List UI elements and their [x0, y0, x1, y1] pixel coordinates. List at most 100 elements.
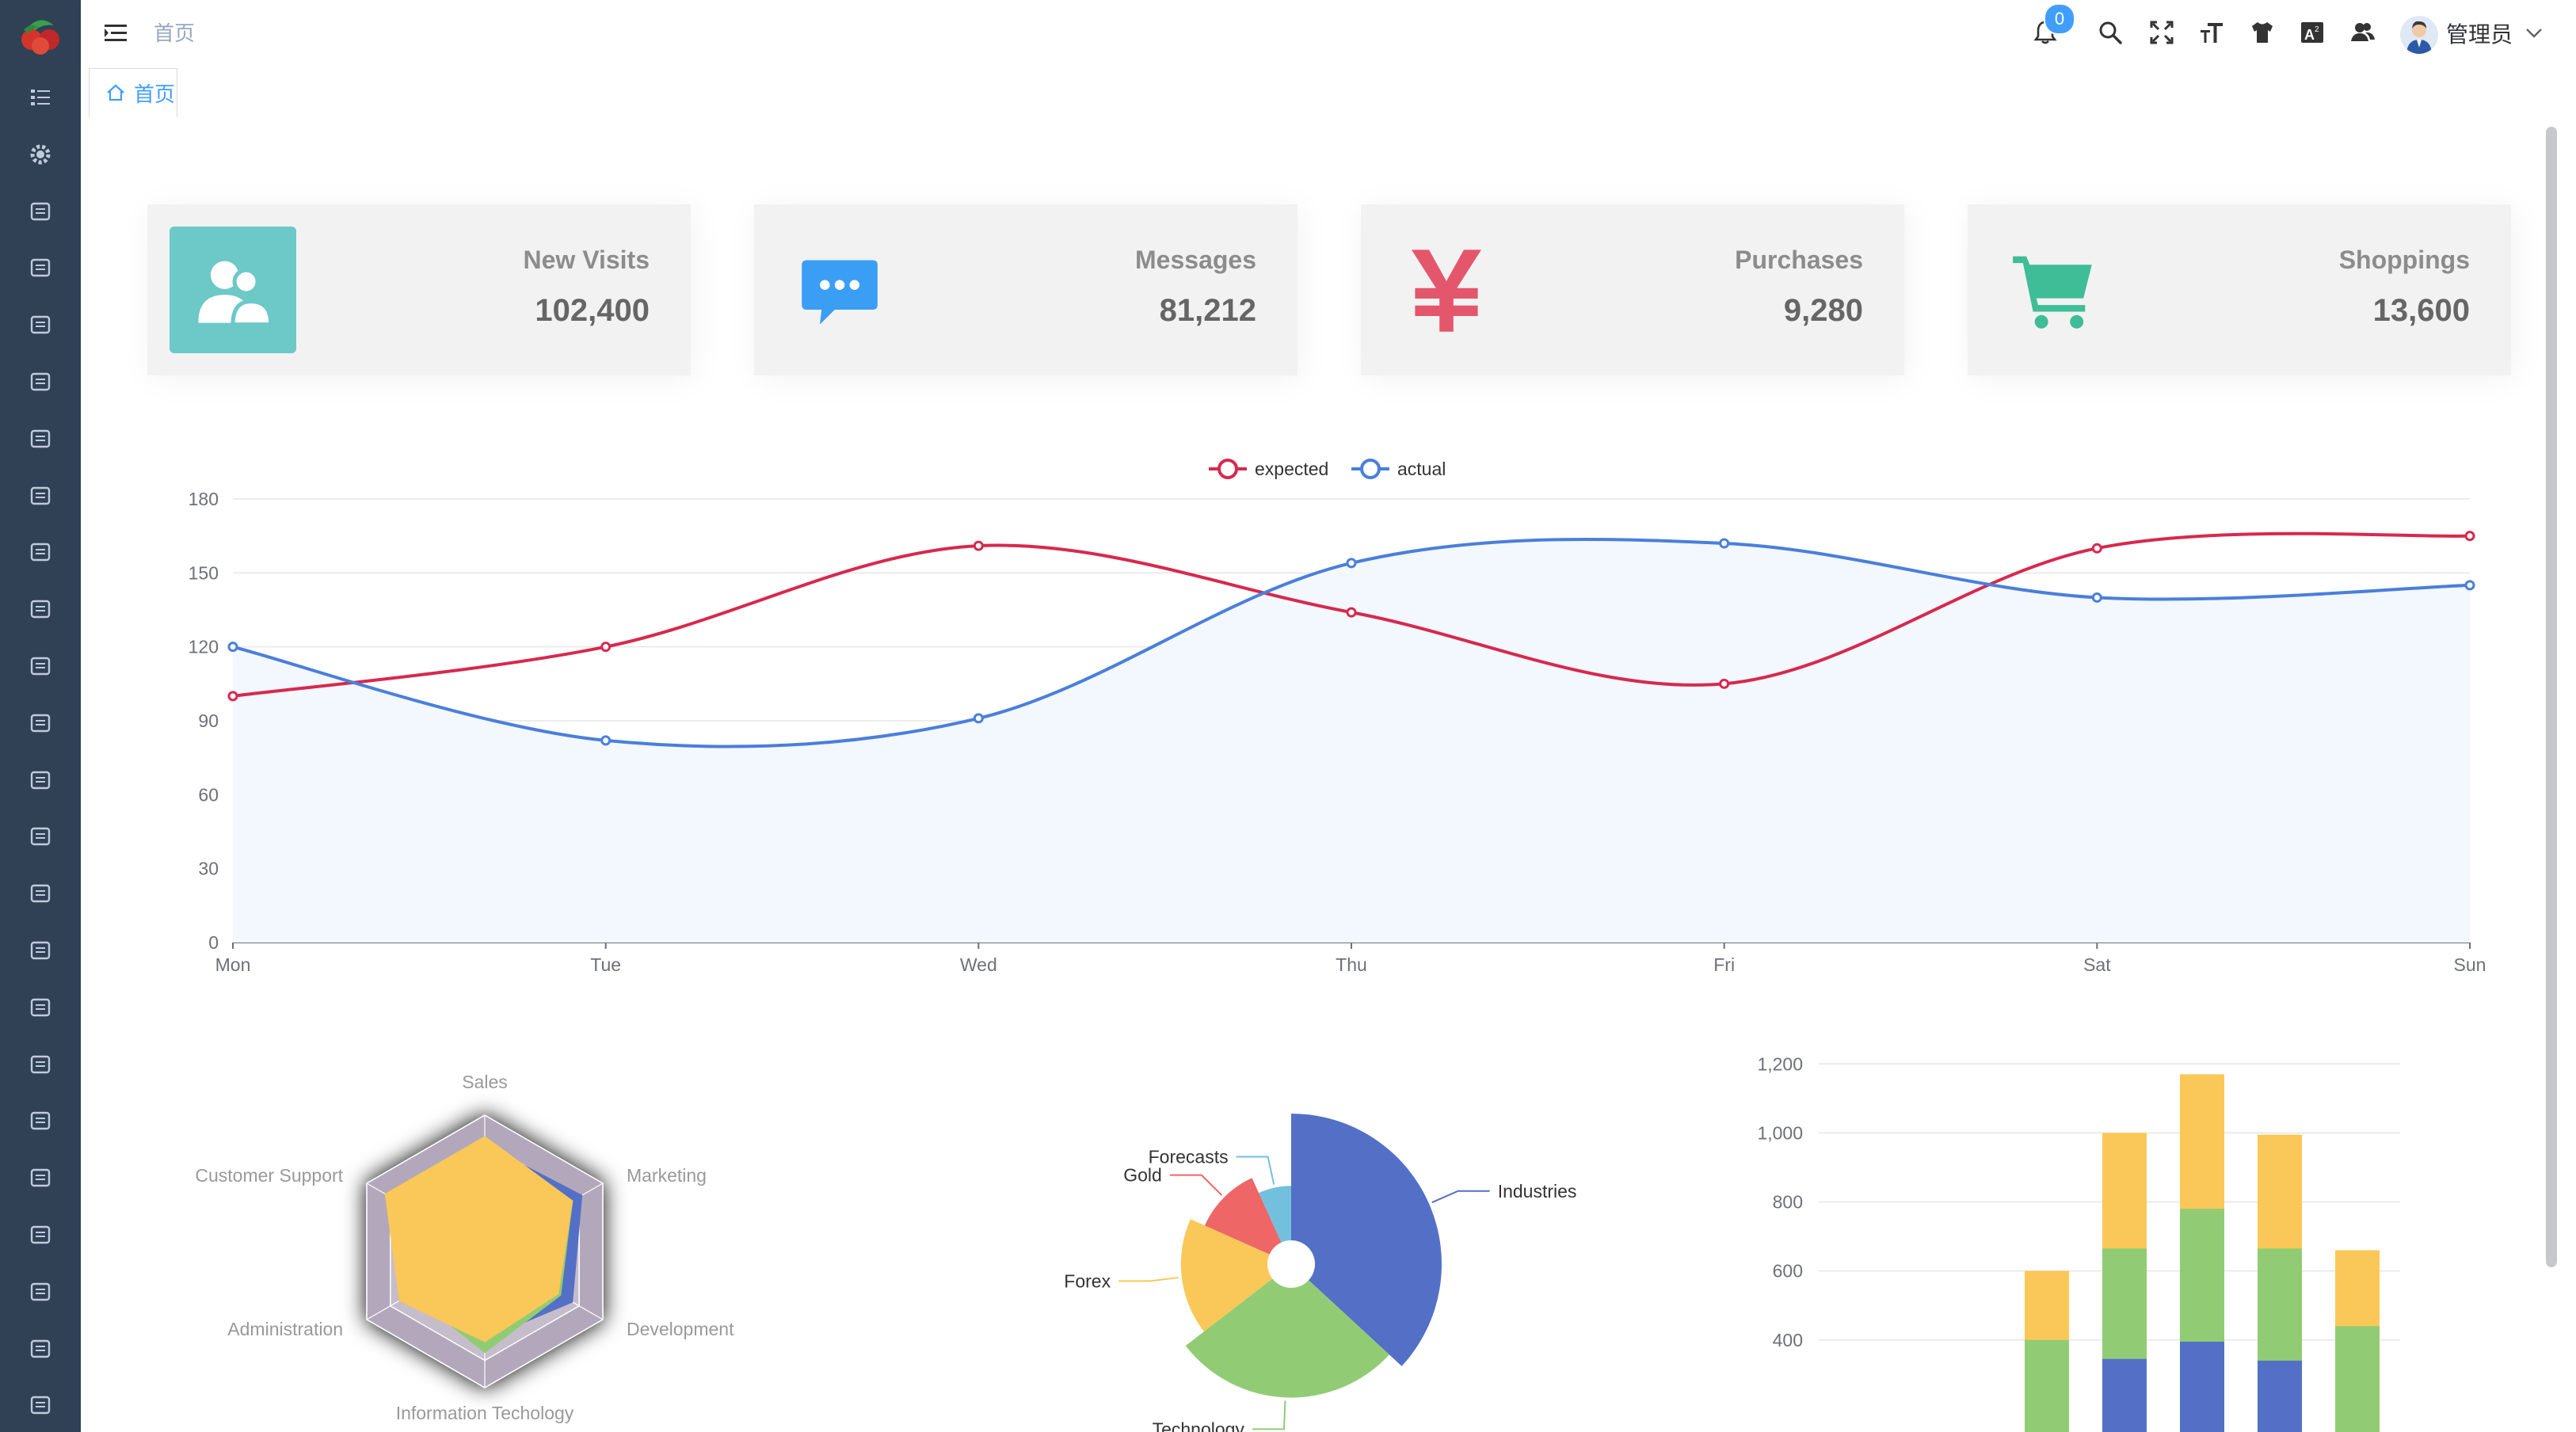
data-point	[2464, 531, 2475, 542]
breadcrumb[interactable]: 首页	[154, 21, 196, 45]
data-point	[227, 691, 238, 702]
document-list-icon[interactable]	[21, 646, 60, 686]
money-icon	[1383, 227, 1510, 353]
store-icon[interactable]	[21, 419, 60, 459]
tag-home[interactable]: 首页	[89, 68, 177, 117]
users-icon[interactable]	[2347, 17, 2379, 48]
stamp-icon[interactable]	[21, 988, 60, 1027]
puzzle-icon[interactable]	[21, 1272, 60, 1312]
logo[interactable]	[11, 11, 70, 59]
y-tick-label: 800	[1773, 1192, 1803, 1213]
legend-item-actual[interactable]: actual	[1351, 459, 1446, 479]
legend-item-expected[interactable]: expected	[1209, 459, 1328, 479]
truck-icon[interactable]	[21, 362, 60, 402]
people-icon	[170, 227, 296, 353]
data-point	[2091, 543, 2102, 554]
bar-chart-icon[interactable]	[21, 1158, 60, 1198]
gift-icon[interactable]	[21, 1101, 60, 1141]
panel-messages[interactable]: Messages 81,212	[754, 204, 1298, 375]
price-tag-icon[interactable]	[21, 1045, 60, 1084]
radar-indicator-label: Information Techology	[396, 1403, 574, 1423]
document-icon[interactable]	[21, 305, 60, 345]
handshake-icon[interactable]	[21, 760, 60, 800]
data-point	[600, 642, 612, 653]
panel-value: 9,280	[1783, 293, 1863, 328]
house-icon[interactable]	[21, 703, 60, 743]
link-icon[interactable]	[21, 1329, 60, 1369]
panel-value: 102,400	[535, 293, 650, 328]
data-point	[973, 540, 984, 551]
label-line	[1118, 1277, 1179, 1282]
y-tick-label: 0	[208, 932, 219, 953]
home-gear-icon[interactable]	[21, 589, 60, 629]
panel-shoppings[interactable]: Shoppings 13,600	[1968, 204, 2511, 375]
radar-indicator-label: Administration	[227, 1319, 343, 1339]
x-tick-label: Mon	[215, 954, 251, 975]
data-point	[600, 735, 612, 746]
gear-icon[interactable]	[21, 135, 60, 174]
label-line	[1236, 1156, 1275, 1185]
navbar: 首页	[81, 0, 2576, 65]
label-line	[1431, 1190, 1490, 1204]
x-tick-label: Fri	[1713, 954, 1735, 975]
tags-view: 首页	[81, 65, 2576, 118]
gear-cluster-icon[interactable]	[21, 532, 60, 572]
bar-segment	[2258, 1360, 2302, 1432]
y-tick-label: 1,000	[1757, 1122, 1803, 1143]
fullscreen-icon[interactable]	[2146, 17, 2178, 48]
label-line	[1252, 1400, 1286, 1430]
data-point	[1719, 538, 1730, 549]
line-chart: 0 30 60 90 120 150 180 Mon Tue Wed Thu Fri Sat Sun exp…	[189, 459, 2486, 975]
hamburger-icon[interactable]	[100, 17, 131, 49]
radar-chart: Sales Marketing Development Information Tec…	[195, 1072, 734, 1423]
clock-icon[interactable]	[21, 1215, 60, 1255]
data-point	[1719, 678, 1730, 689]
panel-value: 13,600	[2372, 293, 2470, 328]
pie-slice-forecasts	[1259, 1186, 1291, 1243]
panel-purchases[interactable]: Purchases 9,280	[1361, 204, 1904, 375]
radar-indicator-label: Development	[627, 1319, 734, 1339]
y-tick-label: 90	[198, 710, 219, 731]
notification-badge: 0	[2044, 3, 2075, 35]
svg-text:2: 2	[2315, 25, 2319, 34]
search-list-icon[interactable]	[21, 931, 60, 970]
radar-indicator-label: Marketing	[627, 1165, 707, 1186]
legend-label: expected	[1255, 459, 1328, 479]
tag-icon[interactable]	[21, 476, 60, 516]
search-icon[interactable]	[2094, 17, 2126, 48]
slice-label: Forex	[1064, 1270, 1111, 1291]
pie-slice-forex	[1180, 1219, 1273, 1332]
actual-area	[233, 539, 2470, 943]
home-settings-icon[interactable]	[21, 192, 60, 231]
slice-label: Technology	[1153, 1419, 1245, 1432]
list-icon[interactable]	[21, 78, 60, 117]
avatar[interactable]	[2400, 16, 2438, 54]
panel-label: Messages	[1135, 246, 1256, 274]
cloud-icon[interactable]	[21, 817, 60, 856]
chevron-down-icon[interactable]	[2525, 27, 2543, 40]
scrollbar[interactable]	[2546, 127, 2557, 1267]
message-icon	[776, 227, 903, 353]
calendar-icon[interactable]	[21, 248, 60, 288]
bar-segment	[2335, 1326, 2380, 1432]
tag-label: 首页	[134, 82, 176, 106]
monitor-icon[interactable]	[21, 1385, 60, 1425]
slice-label: Gold	[1123, 1165, 1162, 1186]
username[interactable]: 管理员	[2446, 22, 2513, 47]
x-tick-label: Sat	[2083, 954, 2111, 975]
speedometer-icon[interactable]	[21, 874, 60, 913]
panel-new-visits[interactable]: New Visits 102,400	[147, 204, 691, 375]
pie-slice-gold	[1204, 1178, 1282, 1255]
theme-shirt-icon[interactable]	[2246, 17, 2278, 48]
radar-indicator-label: Customer Support	[195, 1165, 343, 1186]
data-point	[2464, 580, 2475, 591]
bar-chart: 400 600 800 1,000 1,200	[1757, 1053, 2400, 1432]
x-tick-label: Sun	[2454, 954, 2486, 975]
panel-value: 81,212	[1159, 293, 1256, 328]
legend-label: actual	[1397, 459, 1446, 479]
shopping-icon	[1990, 227, 2117, 353]
pie-slice-technology	[1185, 1278, 1389, 1398]
font-size-icon[interactable]	[2196, 17, 2227, 48]
